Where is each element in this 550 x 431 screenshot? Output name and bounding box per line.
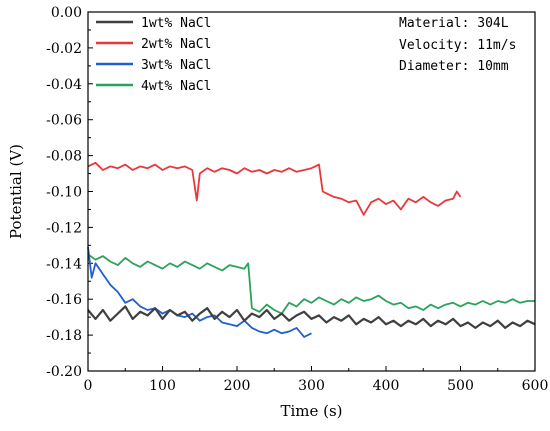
y-tick-label: -0.10 <box>46 185 82 201</box>
y-tick-label: -0.04 <box>46 77 82 93</box>
legend-label: 3wt% NaCl <box>141 58 211 73</box>
y-tick-label: -0.16 <box>46 292 82 308</box>
legend-label: 1wt% NaCl <box>141 16 211 31</box>
x-tick-label: 100 <box>149 378 176 394</box>
x-tick-label: 400 <box>373 378 400 394</box>
y-axis-title: Potential (V) <box>7 144 25 239</box>
x-tick-label: 500 <box>447 378 474 394</box>
x-tick-label: 200 <box>224 378 251 394</box>
y-tick-label: -0.02 <box>46 41 82 57</box>
y-tick-label: -0.08 <box>46 149 82 165</box>
annotation-box: Material: 304L Velocity: 11m/s Diameter:… <box>399 16 516 74</box>
annotation-velocity: Velocity: 11m/s <box>399 38 516 53</box>
y-tick-label: -0.18 <box>46 328 82 344</box>
annotation-diameter: Diameter: 10mm <box>399 59 509 74</box>
series-line-4 <box>87 253 535 315</box>
legend-label: 2wt% NaCl <box>141 37 211 52</box>
series-line-2 <box>87 161 462 216</box>
annotation-material: Material: 304L <box>399 16 509 31</box>
x-axis-title: Time (s) <box>280 402 342 420</box>
y-tick-label: 0.00 <box>51 5 82 21</box>
series-line-1 <box>87 305 536 329</box>
plot-frame <box>87 11 536 372</box>
y-tick-label: -0.20 <box>46 364 82 380</box>
x-tick-label: 300 <box>298 378 325 394</box>
y-tick-label: -0.12 <box>46 220 82 236</box>
legend: 1wt% NaCl 2wt% NaCl 3wt% NaCl 4wt% NaCl <box>96 16 211 94</box>
y-tick-label: -0.06 <box>46 113 82 129</box>
series-layer <box>87 161 536 338</box>
x-tick-label: 600 <box>522 378 549 394</box>
legend-label: 4wt% NaCl <box>141 79 211 94</box>
x-tick-label: 0 <box>84 378 93 394</box>
ticks-layer: 0 100 200 300 400 500 600 0.00 -0.02 -0.04 -0.06 -0… <box>46 5 548 394</box>
y-tick-label: -0.14 <box>46 256 82 272</box>
